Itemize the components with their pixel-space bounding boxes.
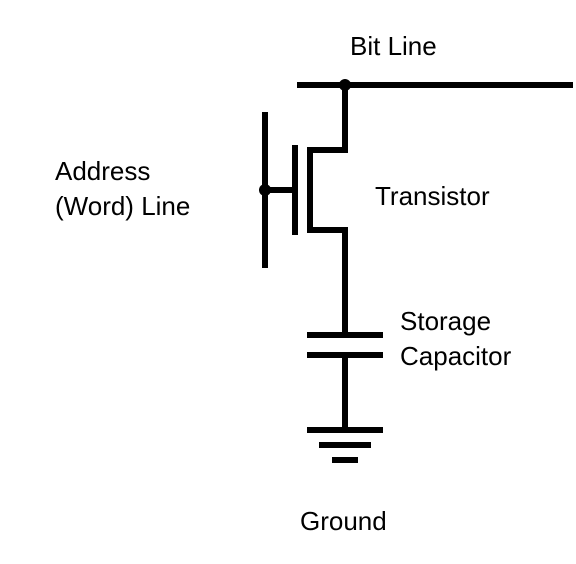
bit-line-label: Bit Line [350, 31, 437, 61]
address-line-label-2: (Word) Line [55, 191, 190, 221]
word-line-node [259, 184, 271, 196]
dram-cell-diagram: Bit Line Address (Word) Line Transistor … [0, 0, 576, 564]
address-line-label-1: Address [55, 156, 150, 186]
capacitor-label-1: Storage [400, 306, 491, 336]
ground-label: Ground [300, 506, 387, 536]
transistor-label: Transistor [375, 181, 490, 211]
capacitor-label-2: Capacitor [400, 341, 512, 371]
